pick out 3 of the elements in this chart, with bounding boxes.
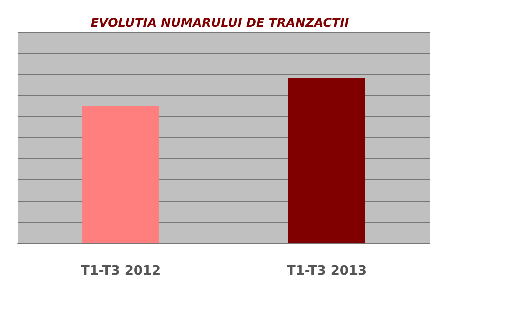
chart-title: EVOLUTIA NUMARULUI DE TRANZACTII bbox=[90, 16, 350, 30]
x-tick-label: T1-T3 2012 bbox=[80, 264, 162, 279]
x-tick-label: T1-T3 2013 bbox=[286, 264, 368, 279]
